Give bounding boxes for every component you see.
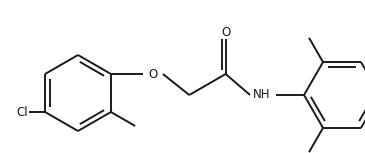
- Text: NH: NH: [253, 88, 271, 101]
- Text: O: O: [148, 67, 158, 80]
- Text: O: O: [221, 26, 230, 39]
- Text: Cl: Cl: [16, 106, 28, 119]
